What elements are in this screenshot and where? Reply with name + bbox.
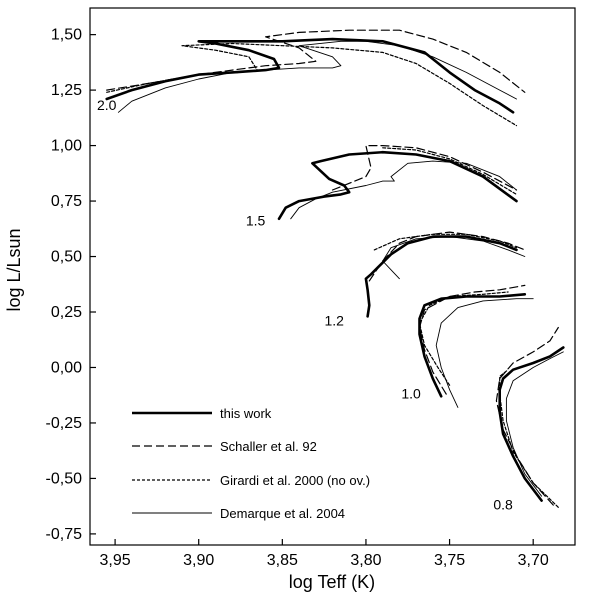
track-this-work-0-8 — [498, 346, 565, 502]
track-this-work-1-0 — [418, 293, 527, 398]
track-this-work-2-0 — [105, 37, 515, 114]
y-tick-label: -0,75 — [46, 526, 83, 543]
y-tick-label: -0,25 — [46, 415, 83, 432]
y-tick-label: 0,75 — [51, 193, 82, 210]
y-tick-label: 0,00 — [51, 359, 82, 376]
track-demarque-0-8 — [505, 351, 564, 497]
y-tick-label: 0,25 — [51, 304, 82, 321]
y-axis-title: log L/Lsun — [4, 228, 24, 311]
mass-label: 1.0 — [401, 386, 421, 402]
x-tick-label: 3,80 — [350, 552, 381, 569]
mass-label-layer: 2.0 1.5 1.2 1.0 0.8 — [97, 97, 513, 512]
legend-label: Demarque et al. 2004 — [220, 506, 345, 521]
legend-label: Girardi et al. 2000 (no ov.) — [220, 473, 370, 488]
track-schaller-1-0 — [418, 284, 526, 395]
track-girardi-1-5 — [382, 147, 518, 195]
mass-label: 0.8 — [493, 496, 513, 512]
legend: this work Schaller et al. 92 Girardi et al… — [132, 406, 370, 521]
track-girardi-1-2 — [373, 233, 518, 251]
x-tick-label: 3,70 — [518, 552, 549, 569]
x-tick-label: 3,85 — [267, 552, 298, 569]
y-tick-label: 1,25 — [51, 82, 82, 99]
track-schaller-1-5 — [331, 145, 518, 191]
x-axis-title: log Teff (K) — [289, 572, 375, 592]
y-tick-label: 0,50 — [51, 249, 82, 266]
axis-ticks: 3,95 3,90 3,85 3,80 3,75 3,70 1,50 1,25 1,00 0,75… — [46, 27, 549, 569]
x-tick-label: 3,90 — [183, 552, 214, 569]
track-demarque-1-2 — [382, 236, 526, 280]
y-tick-label: 1,00 — [51, 138, 82, 155]
legend-label: this work — [220, 406, 272, 421]
track-this-work-1-2 — [364, 235, 518, 318]
track-this-work-1-5 — [277, 150, 518, 221]
plot-frame — [89, 7, 576, 546]
y-tick-label: 1,50 — [51, 27, 82, 44]
mass-label: 1.5 — [246, 212, 266, 228]
y-tick-label: -0,50 — [46, 470, 83, 487]
series-layer — [105, 29, 565, 508]
track-schaller-2-0 — [106, 29, 526, 93]
track-demarque-1-5 — [290, 160, 517, 220]
mass-label: 1.2 — [324, 312, 344, 328]
track-schaller-0-8 — [495, 326, 559, 506]
track-girardi-2-0 — [106, 42, 518, 127]
mass-label: 2.0 — [97, 97, 117, 113]
track-schaller-1-2 — [368, 231, 526, 282]
track-demarque-1-0 — [435, 298, 534, 408]
x-tick-label: 3,75 — [434, 552, 465, 569]
track-demarque-2-0 — [117, 40, 517, 113]
legend-label: Schaller et al. 92 — [220, 439, 317, 454]
x-tick-label: 3,95 — [100, 552, 131, 569]
track-girardi-1-0 — [418, 291, 509, 386]
track-girardi-0-8 — [499, 369, 559, 508]
